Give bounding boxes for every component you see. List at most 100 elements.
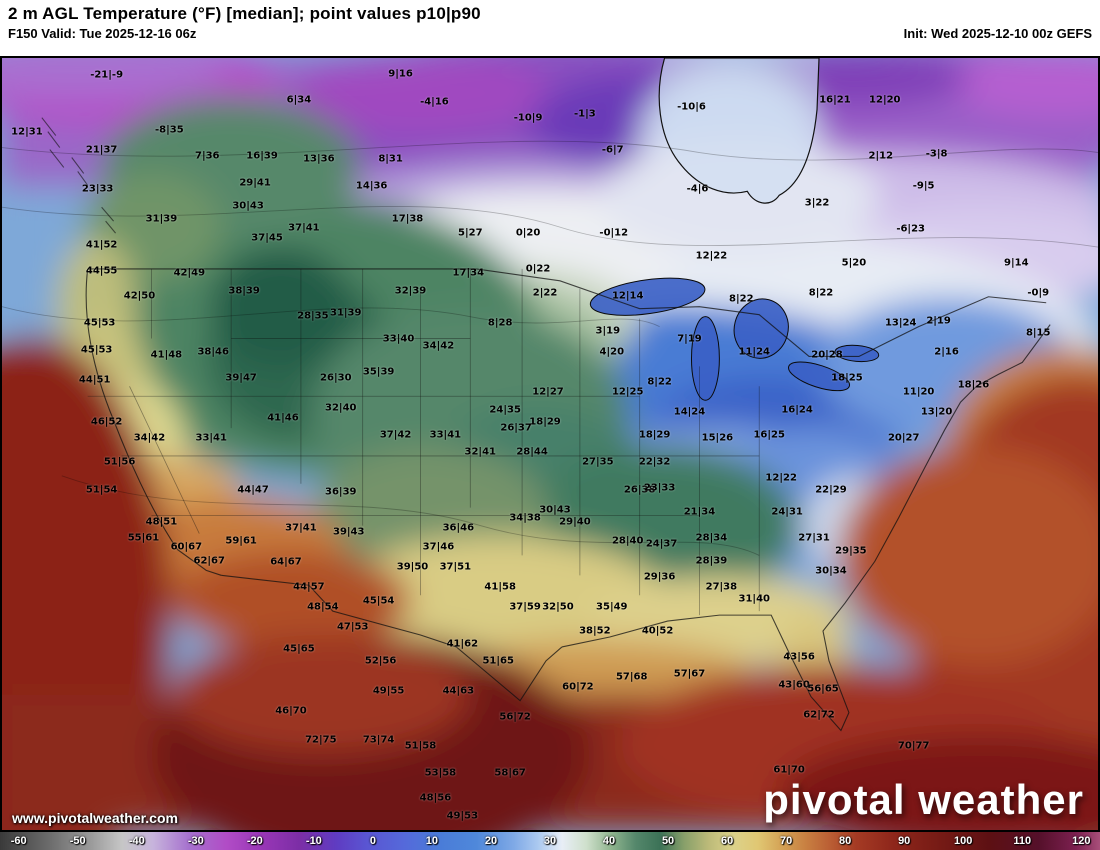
point-value: 5|20: [841, 257, 867, 269]
point-value: 37|46: [422, 541, 455, 553]
colorbar-tick: 30: [543, 835, 557, 847]
point-value: 59|61: [225, 535, 257, 547]
colorbar-tick: 20: [484, 835, 498, 847]
colorbar-tick: 80: [839, 835, 852, 847]
point-value: 70|77: [897, 740, 930, 752]
point-value: 42|50: [123, 290, 156, 302]
point-value: 18|29: [529, 416, 561, 428]
point-value: 22|29: [815, 484, 847, 496]
point-value: 49|53: [446, 810, 479, 822]
colorbar-tick: 100: [954, 835, 973, 847]
point-value: 48|51: [145, 516, 178, 528]
colorbar-tick: -60: [10, 835, 27, 847]
lake-erie: [788, 361, 851, 392]
point-value: 51|58: [404, 740, 437, 752]
point-value: -8|35: [155, 124, 184, 136]
point-value: 30|43: [539, 504, 571, 516]
point-value: 8|15: [1025, 327, 1051, 339]
point-value: -4|16: [420, 96, 449, 108]
point-value: 29|36: [643, 571, 676, 583]
point-value: 23|33: [643, 482, 676, 494]
point-value: 11|20: [902, 386, 935, 398]
point-value: 22|32: [638, 456, 671, 468]
point-value: 28|44: [516, 446, 548, 458]
point-value: 12|14: [611, 290, 644, 302]
page-title: 2 m AGL Temperature (°F) [median]; point…: [8, 4, 481, 23]
point-value: 34|38: [509, 512, 541, 524]
point-value: 42|49: [173, 267, 206, 279]
temperature-color-field: [2, 58, 1098, 830]
point-value: 8|31: [378, 153, 403, 165]
contour-lines: [2, 140, 1098, 556]
point-value: 58|67: [494, 767, 526, 779]
point-value: 41|58: [484, 581, 516, 593]
point-value: 8|28: [487, 317, 513, 329]
point-value: 38|46: [197, 346, 229, 358]
point-value: 43|56: [783, 651, 815, 663]
point-value: 24|35: [489, 404, 521, 416]
hudson-bay: [658, 58, 820, 204]
point-value: 62|67: [193, 555, 225, 567]
point-value: 13|36: [303, 153, 335, 165]
point-value: 48|56: [419, 792, 452, 804]
point-value: 12|22: [695, 250, 728, 262]
colorbar: -60 -50 -40 -30 -20 -10 0 10 20 30 40 50 60 70 80 90 100…: [0, 832, 1100, 850]
point-value: 51|54: [85, 484, 118, 496]
point-value: 41|48: [150, 349, 183, 361]
point-value: 30|34: [815, 565, 847, 577]
point-value: 45|53: [80, 344, 113, 356]
point-value: 17|38: [391, 213, 424, 225]
point-value: 32|39: [394, 285, 427, 297]
point-value: 37|59: [509, 601, 541, 613]
point-value: 12|25: [611, 386, 644, 398]
lake-huron: [733, 298, 789, 359]
point-value: 31|39: [145, 213, 178, 225]
point-value: 53|58: [424, 767, 457, 779]
point-value: 28|34: [695, 532, 728, 543]
point-value: 43|60: [778, 679, 810, 691]
point-value: 29|41: [239, 177, 271, 189]
point-value: 48|54: [307, 601, 339, 613]
point-value: 24|37: [645, 538, 678, 550]
map-canvas: [2, 58, 1098, 830]
point-value: 64|67: [270, 556, 302, 568]
point-value: 8|22: [647, 376, 672, 388]
point-value: 30|43: [232, 200, 264, 212]
point-value: 27|35: [582, 456, 614, 468]
point-value: 12|22: [765, 472, 797, 484]
point-value: 3|19: [595, 325, 621, 337]
point-value: 2|16: [934, 346, 959, 358]
point-value: -3|8: [925, 148, 948, 159]
point-value: 35|49: [596, 601, 628, 613]
point-value: 3|22: [804, 197, 830, 209]
point-value: 37|42: [379, 429, 412, 441]
point-value: 33|40: [382, 333, 415, 345]
header: 2 m AGL Temperature (°F) [median]; point…: [0, 0, 1100, 56]
point-value: 26|38: [623, 484, 656, 496]
point-value: 32|41: [464, 446, 496, 458]
point-value: 49|55: [372, 685, 405, 697]
colorbar-tick: 90: [898, 835, 911, 847]
point-value: 32|40: [325, 402, 357, 414]
temperature-map: -21|-9 6|34 9|16 -4|16 -10|9 -1|3 -10|6 16|21 12…: [0, 56, 1100, 832]
point-value: 8|22: [729, 293, 754, 305]
colorbar-tick: 50: [661, 835, 675, 847]
point-value: 26|30: [320, 372, 352, 384]
point-value: 14|36: [355, 180, 388, 192]
point-value: 16|21: [819, 94, 851, 106]
point-value: 2|19: [926, 315, 951, 327]
point-value: 16|24: [781, 404, 813, 416]
colorbar-tick: 120: [1072, 835, 1091, 847]
point-value: 41|52: [85, 239, 118, 251]
point-value: 38|52: [579, 625, 611, 637]
point-value: 18|26: [957, 379, 990, 391]
point-value: 46|70: [275, 705, 307, 717]
point-value: 2|12: [868, 150, 894, 162]
point-value: 27|38: [705, 581, 738, 593]
point-value: 60|72: [562, 681, 594, 693]
point-value: 38|39: [228, 285, 260, 297]
point-value: 31|39: [329, 307, 362, 319]
point-value: 7|36: [194, 150, 220, 162]
point-value: -21|-9: [90, 69, 124, 81]
